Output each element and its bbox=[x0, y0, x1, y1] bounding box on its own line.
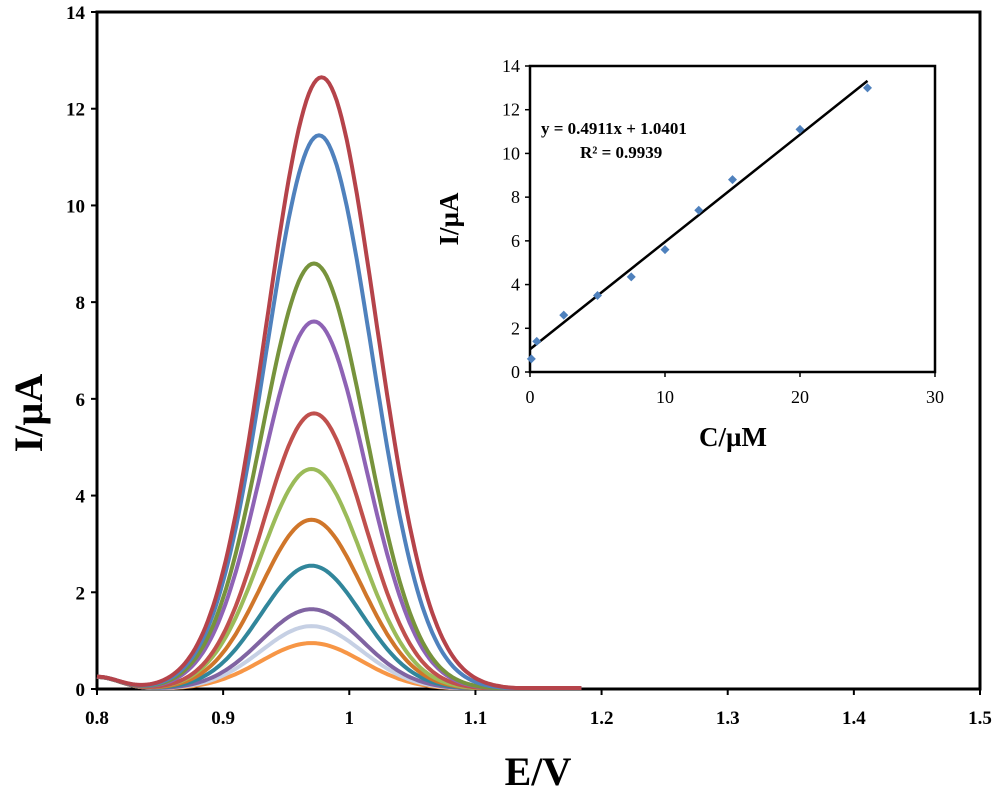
main-x-tick-label: 1.3 bbox=[716, 708, 740, 729]
inset-x-axis-title: C/µM bbox=[699, 422, 767, 452]
main-y-tick-label: 6 bbox=[76, 390, 86, 411]
inset-data-point bbox=[526, 354, 536, 364]
main-x-ticks: 0.8 0.9 1 1.1 1.2 1.3 1.4 1.5 bbox=[85, 689, 992, 729]
main-x-tick-label: 0.9 bbox=[211, 708, 235, 729]
inset-x-tick-label: 10 bbox=[656, 387, 674, 407]
inset-y-tick-label: 4 bbox=[511, 275, 520, 295]
main-x-tick-label: 0.8 bbox=[85, 708, 109, 729]
inset-fit-line bbox=[529, 79, 869, 351]
inset-data-point bbox=[626, 272, 636, 282]
inset-data-point bbox=[863, 83, 872, 93]
main-y-tick-label: 0 bbox=[76, 680, 86, 701]
fit-equation: y = 0.4911x + 1.0401 bbox=[541, 119, 687, 138]
inset-data-point bbox=[728, 175, 737, 185]
inset-y-tick-label: 6 bbox=[511, 231, 520, 251]
main-y-tick-label: 14 bbox=[66, 3, 86, 24]
inset-y-axis-title: I/µA bbox=[434, 192, 464, 246]
main-x-tick-label: 1.2 bbox=[590, 708, 614, 729]
inset-y-tick-label: 10 bbox=[502, 143, 520, 163]
inset-data-point bbox=[694, 205, 704, 215]
main-y-ticks: 0 2 4 6 8 10 12 14 bbox=[66, 3, 97, 701]
inset-data-point bbox=[660, 245, 670, 255]
main-y-tick-label: 2 bbox=[76, 583, 86, 604]
inset-plot-frame bbox=[528, 64, 937, 374]
main-x-tick-label: 1.5 bbox=[968, 708, 992, 729]
inset-y-tick-label: 8 bbox=[511, 187, 520, 207]
inset-data-point bbox=[532, 336, 542, 346]
inset-data-point bbox=[795, 124, 805, 134]
inset-y-tick-label: 12 bbox=[502, 100, 520, 120]
main-x-tick-label: 1.1 bbox=[464, 708, 488, 729]
inset-x-tick-label: 0 bbox=[526, 387, 535, 407]
main-y-tick-label: 4 bbox=[76, 487, 86, 508]
voltammogram-curve-11 bbox=[97, 75, 582, 690]
inset-y-tick-label: 2 bbox=[511, 318, 520, 338]
main-y-tick-label: 8 bbox=[76, 293, 86, 314]
inset-data-point bbox=[593, 291, 602, 300]
main-y-axis-title: I/µA bbox=[6, 374, 51, 453]
inset-data-point bbox=[559, 310, 569, 320]
inset-x-tick-label: 30 bbox=[926, 387, 944, 407]
main-x-tick-label: 1 bbox=[345, 708, 355, 729]
fit-r-squared: R² = 0.9939 bbox=[580, 143, 662, 162]
inset-y-ticks: 0 2 4 6 8 10 12 14 bbox=[502, 56, 530, 382]
inset-points bbox=[526, 83, 872, 364]
main-y-tick-label: 12 bbox=[66, 100, 85, 121]
main-curves bbox=[96, 75, 582, 690]
inset-x-tick-label: 20 bbox=[791, 387, 809, 407]
main-y-tick-label: 10 bbox=[66, 196, 85, 217]
main-x-tick-label: 1.4 bbox=[842, 708, 866, 729]
main-x-axis-title: E/V bbox=[505, 749, 572, 792]
inset-y-tick-label: 14 bbox=[502, 56, 520, 76]
inset-x-ticks: 0 10 20 30 bbox=[526, 372, 944, 407]
inset-y-tick-label: 0 bbox=[511, 362, 520, 382]
